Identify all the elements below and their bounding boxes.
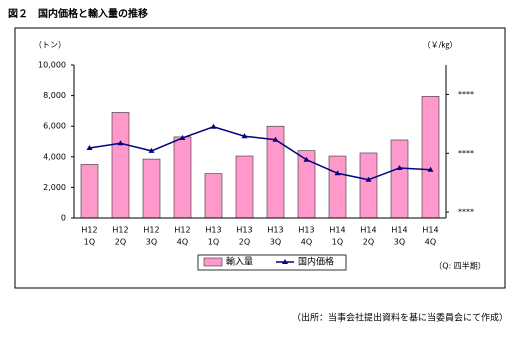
x-tick-label: H14 xyxy=(391,226,407,235)
x-tick-label: H12 xyxy=(174,226,190,235)
x-tick-label: 1Q xyxy=(84,238,95,247)
x-tick-label: 1Q xyxy=(208,238,219,247)
x-tick-label: H13 xyxy=(236,226,252,235)
note: （Q: 四半期） xyxy=(434,261,486,271)
source: （出所：当事会社提出資料を基に当委員会にて作成） xyxy=(292,312,508,324)
chart-frame xyxy=(14,27,506,289)
marker xyxy=(179,134,186,140)
x-tick-label: 2Q xyxy=(363,238,374,247)
x-tick-label: 1Q xyxy=(332,238,343,247)
bar xyxy=(80,164,99,219)
bar xyxy=(235,155,254,219)
x-tick-label: H12 xyxy=(81,226,97,235)
y2-tick-label: **** xyxy=(458,90,474,99)
marker xyxy=(365,176,372,182)
y2-axis-label: （￥/㎏） xyxy=(423,41,458,51)
marker xyxy=(86,144,93,150)
y-tick-label: 6,000 xyxy=(43,122,66,131)
x-tick-label: H14 xyxy=(329,226,345,235)
x-tick-label: 4Q xyxy=(301,238,312,247)
marker xyxy=(334,170,341,176)
y-tick-label: 0 xyxy=(61,214,66,223)
x-tick-label: H14 xyxy=(422,226,438,235)
x-tick-label: H13 xyxy=(205,226,221,235)
y-tick-label: 10,000 xyxy=(38,61,66,70)
bar xyxy=(390,139,409,219)
marker xyxy=(303,156,310,162)
y-axis-label: （トン） xyxy=(34,41,66,50)
x-tick-label: H13 xyxy=(267,226,283,235)
legend-label: 輸入量 xyxy=(226,256,253,268)
bar xyxy=(111,112,130,219)
x-tick-label: 3Q xyxy=(270,238,281,247)
y-tick-label: 2,000 xyxy=(43,183,66,192)
bar xyxy=(359,152,378,219)
marker xyxy=(148,147,155,153)
marker xyxy=(272,136,279,142)
marker xyxy=(210,123,217,129)
chart-title: 図２ 国内価格と輸入量の推移 xyxy=(8,7,148,20)
x-tick-label: 4Q xyxy=(177,238,188,247)
line xyxy=(89,125,431,181)
marker xyxy=(427,166,434,172)
x-tick-label: 3Q xyxy=(146,238,157,247)
bar xyxy=(173,136,192,219)
marker xyxy=(396,164,403,170)
bar xyxy=(204,173,223,219)
legend-marker xyxy=(282,259,288,264)
marker xyxy=(117,140,124,146)
x-tick-label: H12 xyxy=(143,226,159,235)
x-tick-label: H13 xyxy=(298,226,314,235)
bar xyxy=(421,96,440,219)
x-tick-label: H14 xyxy=(360,226,376,235)
legend-swatch xyxy=(203,257,223,267)
y2-tick-label: **** xyxy=(458,149,474,158)
x-tick-label: 3Q xyxy=(394,238,405,247)
y-tick-label: 8,000 xyxy=(43,91,66,100)
x-tick-label: H12 xyxy=(112,226,128,235)
x-tick-label: 2Q xyxy=(239,238,250,247)
x-tick-label: 4Q xyxy=(425,238,436,247)
legend-box xyxy=(197,254,347,271)
y-tick-label: 4,000 xyxy=(43,152,66,161)
x-tick-label: 2Q xyxy=(115,238,126,247)
bar xyxy=(142,158,161,219)
marker xyxy=(241,133,248,139)
y2-tick-label: **** xyxy=(458,208,474,217)
legend-label: 国内価格 xyxy=(298,256,334,268)
bar xyxy=(328,155,347,219)
